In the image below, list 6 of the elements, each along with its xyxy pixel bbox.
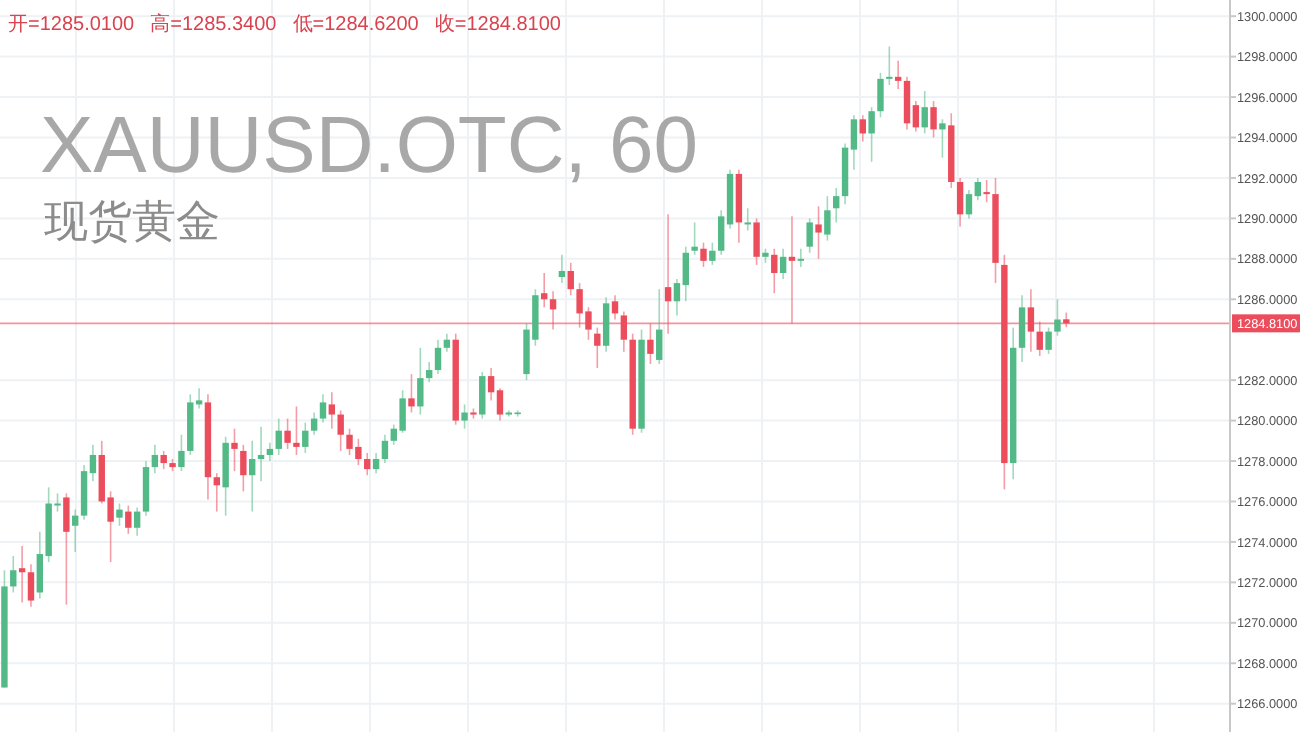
- title: XAUUSD.OTC, 60: [40, 102, 698, 190]
- annotation: 开=1285.0100: [8, 14, 136, 36]
- annotation: 高=1285.3400: [150, 12, 278, 36]
- annotation: 低=1284.6200: [292, 14, 420, 36]
- annotation: 收=1284.8100: [434, 14, 562, 36]
- subtitle: 现货黄金: [44, 196, 220, 246]
